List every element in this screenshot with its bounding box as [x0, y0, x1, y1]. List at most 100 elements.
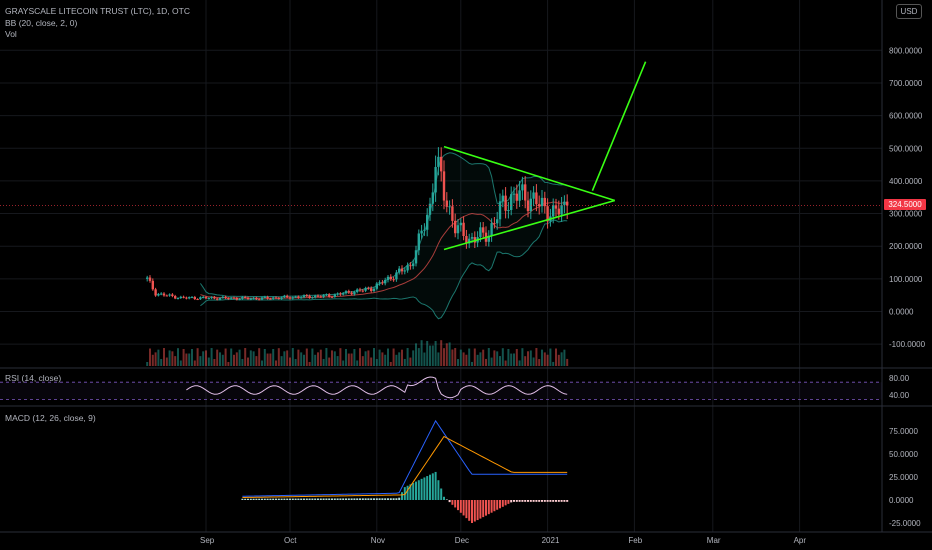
candle-body [414, 250, 418, 264]
volume-bar [291, 348, 294, 366]
vol-legend[interactable]: Vol [5, 29, 17, 39]
volume-bar [364, 351, 367, 366]
macd-histogram-bar [381, 498, 384, 500]
macd-histogram-bar [437, 480, 440, 500]
volume-bar [426, 340, 429, 366]
macd-histogram-bar [401, 492, 403, 500]
volume-bar [459, 349, 462, 366]
macd-line [242, 419, 568, 497]
price-tick-label: 300.0000 [889, 210, 923, 219]
trendline [443, 199, 616, 251]
macd-histogram-bar [403, 487, 406, 500]
macd-pane [241, 419, 569, 523]
rsi-tick-label: 40.00 [889, 391, 910, 400]
macd-histogram-bar [546, 500, 549, 502]
macd-histogram-bar [560, 500, 563, 502]
volume-bar [555, 348, 557, 366]
volume-bar [269, 353, 272, 366]
time-tick-label: 2021 [542, 536, 560, 545]
volume-bar [499, 356, 501, 366]
macd-histogram-bar [255, 498, 258, 500]
candle-body [395, 272, 398, 280]
volume-bar [493, 350, 496, 366]
volume-bar [454, 348, 457, 366]
bb-legend[interactable]: BB (20, close, 2, 0) [5, 18, 78, 28]
candle-body [196, 299, 199, 301]
macd-histogram-bar [451, 500, 454, 505]
candle-body [518, 190, 521, 201]
volume-bar [434, 341, 437, 366]
volume-bar [501, 348, 504, 366]
candle-body [420, 230, 423, 234]
candle-body [524, 184, 527, 201]
volume-bar [437, 352, 440, 366]
candle-body [249, 298, 252, 300]
price-tick-label: 500.0000 [889, 144, 923, 153]
candle-body [370, 288, 373, 291]
macd-histogram-bar [423, 477, 426, 500]
volume-bar [527, 351, 529, 366]
time-tick-label: Nov [371, 536, 385, 545]
macd-histogram-bar [328, 498, 331, 500]
candle-body [406, 265, 409, 271]
macd-histogram-bar [507, 500, 510, 504]
trendline [443, 145, 616, 202]
candle-body [221, 296, 224, 298]
volume-bar [387, 348, 389, 366]
candle-body [241, 296, 244, 299]
macd-histogram-bar [487, 500, 490, 515]
macd-histogram-bar [300, 498, 303, 500]
symbol-legend[interactable]: GRAYSCALE LITECOIN TRUST (LTC), 1D, OTC [5, 6, 190, 16]
volume-bar [272, 349, 275, 366]
candle-body [182, 296, 185, 298]
volume-bar [423, 352, 426, 366]
bb-fill [200, 152, 568, 319]
volume-bar [471, 361, 473, 366]
candle-body [566, 201, 569, 206]
volume-bar [163, 348, 165, 366]
macd-histogram-bar [319, 498, 322, 500]
volume-bar [510, 353, 513, 366]
macd-histogram-bar [496, 500, 499, 510]
macd-histogram-bar [347, 498, 350, 500]
volume-bar [196, 348, 199, 366]
trendlines [443, 61, 647, 251]
volume-bar [286, 350, 289, 366]
candle-body [521, 184, 524, 191]
volume-bar [188, 353, 191, 366]
candle-body [185, 297, 188, 299]
macd-histogram-bar [289, 498, 291, 500]
volume-bar [244, 348, 247, 366]
macd-histogram-bar [420, 478, 423, 500]
candle-body [400, 268, 404, 272]
candle-body [213, 297, 216, 299]
rsi-legend[interactable]: RSI (14, close) [5, 373, 62, 383]
candle-body [232, 297, 236, 299]
candle-body [207, 298, 210, 300]
candle-body [448, 206, 451, 208]
macd-histogram-bar [515, 500, 518, 502]
candle-body [490, 223, 493, 236]
candle-body [252, 297, 255, 299]
macd-histogram-bar [342, 498, 345, 500]
candle-body [445, 200, 448, 207]
volume-bar [224, 348, 227, 366]
macd-histogram-bar [454, 500, 457, 508]
volume-bar [247, 357, 249, 366]
currency-badge[interactable]: USD [896, 4, 922, 19]
volume-bar [566, 358, 569, 366]
volume-bar [238, 349, 241, 366]
candle-body [546, 206, 549, 222]
macd-legend[interactable]: MACD (12, 26, close, 9) [5, 413, 96, 423]
candle-body [238, 298, 241, 300]
volume-bar [412, 350, 415, 366]
volume-bar [342, 360, 345, 366]
candle-body [255, 297, 258, 300]
candle-body [529, 198, 532, 212]
candle-body [350, 292, 353, 295]
candle-body [230, 297, 233, 299]
macd-histogram-bar [389, 498, 392, 500]
macd-histogram-bar [434, 471, 437, 500]
macd-histogram-bar [485, 500, 487, 516]
